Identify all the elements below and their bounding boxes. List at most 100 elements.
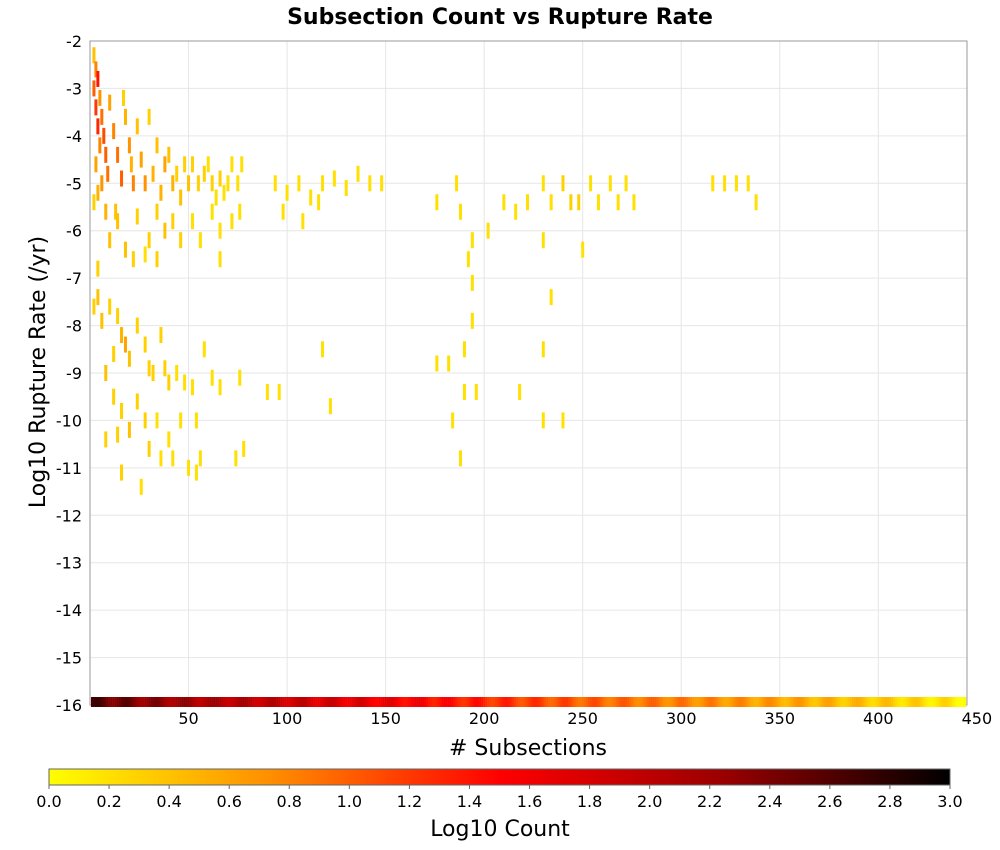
- bottom-row-cell: [902, 697, 906, 707]
- bottom-row-cell: [489, 697, 492, 707]
- bottom-row-cell: [772, 697, 776, 707]
- bottom-row-cell: [908, 697, 912, 707]
- heatmap-cell: [549, 289, 553, 306]
- bottom-row-cell: [725, 697, 728, 707]
- bottom-row-cell: [112, 697, 115, 707]
- bottom-row-cell: [102, 697, 105, 707]
- bottom-row-cell: [660, 697, 663, 707]
- bottom-row-cell: [238, 697, 241, 707]
- heatmap-cell: [332, 170, 336, 187]
- heatmap-cell: [514, 203, 518, 220]
- bottom-row-cell: [546, 697, 549, 707]
- bottom-row-cell: [353, 697, 356, 707]
- bottom-row-cell: [808, 697, 811, 707]
- bottom-row-cell: [918, 697, 921, 707]
- bottom-row-cell: [628, 697, 632, 707]
- heatmap-cell: [194, 412, 198, 429]
- bottom-row-cell: [950, 697, 953, 707]
- heatmap-cell: [139, 478, 143, 495]
- bottom-row-cell: [187, 697, 190, 707]
- heatmap-cell: [230, 156, 234, 173]
- bottom-row-cell: [964, 697, 967, 707]
- bottom-row-cell: [552, 697, 555, 707]
- heatmap-cell: [131, 175, 135, 192]
- bottom-row-cell: [954, 697, 957, 707]
- heatmap-cell: [470, 312, 474, 329]
- bottom-row-cell: [475, 697, 478, 707]
- bottom-row-cell: [165, 697, 169, 707]
- heatmap-cell: [202, 341, 206, 358]
- heatmap-cell: [236, 175, 240, 192]
- y-tick-label: -4: [66, 127, 82, 146]
- heatmap-cell: [116, 146, 120, 163]
- bottom-row-cell: [256, 697, 259, 707]
- bottom-row-cell: [185, 697, 188, 707]
- bottom-row-cell: [435, 697, 439, 707]
- bottom-row-cell: [175, 697, 178, 707]
- bottom-row-cell: [378, 697, 381, 707]
- bottom-row-cell: [646, 697, 649, 707]
- heatmap-cell: [123, 336, 127, 353]
- bottom-row-cell: [362, 697, 366, 707]
- y-tick-label: -15: [56, 649, 82, 668]
- bottom-row-cell: [831, 697, 835, 707]
- heatmap-cell: [187, 459, 191, 476]
- bottom-row-cell: [804, 697, 807, 707]
- bottom-row-cell: [343, 697, 346, 707]
- heatmap-cell: [98, 137, 102, 154]
- heatmap-cell: [163, 360, 167, 377]
- bottom-row-cell: [358, 697, 362, 707]
- heatmap-cell: [112, 346, 116, 363]
- bottom-row-cell: [528, 697, 531, 707]
- x-tick-label: 150: [370, 709, 401, 728]
- heatmap-cell: [129, 156, 133, 173]
- heatmap-cell: [222, 184, 226, 201]
- bottom-row-cell: [711, 697, 714, 707]
- bottom-row-cell: [203, 697, 206, 707]
- heatmap-cell: [297, 175, 301, 192]
- bottom-row-cell: [595, 697, 598, 707]
- bottom-row-cell: [215, 697, 218, 707]
- bottom-row-cell: [662, 697, 665, 707]
- x-axis-ticks: 50 100 150 200 250 300 350 400 450: [178, 709, 992, 728]
- bottom-row-cell: [496, 697, 500, 707]
- heatmap-cell: [624, 175, 628, 192]
- bottom-row-cell: [469, 697, 472, 707]
- bottom-row-cell: [288, 697, 291, 707]
- heatmap-cell: [190, 156, 194, 173]
- bottom-row-cell: [400, 697, 403, 707]
- colorbar-ticks: 0.0 0.2 0.4 0.6 0.8 1.0 1.2 1.4 1.6 1.8 2.0 2.2 2.4 2…: [36, 785, 963, 811]
- bottom-row-cell: [337, 697, 340, 707]
- bottom-row-cell: [701, 697, 705, 707]
- heatmap-cell: [92, 194, 96, 211]
- heatmap-cell: [569, 194, 573, 211]
- bottom-row-cell: [627, 697, 630, 707]
- heatmap-cell: [218, 251, 222, 268]
- x-tick-label: 250: [567, 709, 598, 728]
- bottom-row-cell: [897, 697, 900, 707]
- heatmap-cell: [147, 440, 151, 457]
- colorbar-tick-label: 2.2: [697, 792, 722, 811]
- heatmap-cell: [470, 232, 474, 249]
- y-tick-label: -8: [66, 317, 82, 336]
- bottom-row-cell: [179, 697, 182, 707]
- bottom-row-cell: [634, 697, 638, 707]
- bottom-row-cell: [824, 697, 827, 707]
- bottom-row-cell: [906, 697, 910, 707]
- y-axis-label: Log10 Rupture Rate (/yr): [26, 236, 51, 508]
- bottom-row-cell: [690, 697, 693, 707]
- bottom-row-cell: [743, 697, 746, 707]
- bottom-row-cell: [376, 697, 379, 707]
- heatmap-cell: [94, 99, 98, 116]
- heatmap-cell: [561, 175, 565, 192]
- bottom-row-cell: [280, 697, 283, 707]
- bottom-row-cell: [498, 697, 502, 707]
- bottom-row-cell: [398, 697, 401, 707]
- bottom-row-cell: [565, 697, 569, 707]
- heatmap-cell: [120, 464, 124, 481]
- bottom-row-cell: [364, 697, 368, 707]
- bottom-row-cell: [390, 697, 393, 707]
- heatmap-cell: [127, 137, 131, 154]
- heatmap-cell: [277, 383, 281, 400]
- bottom-row-cell: [666, 697, 669, 707]
